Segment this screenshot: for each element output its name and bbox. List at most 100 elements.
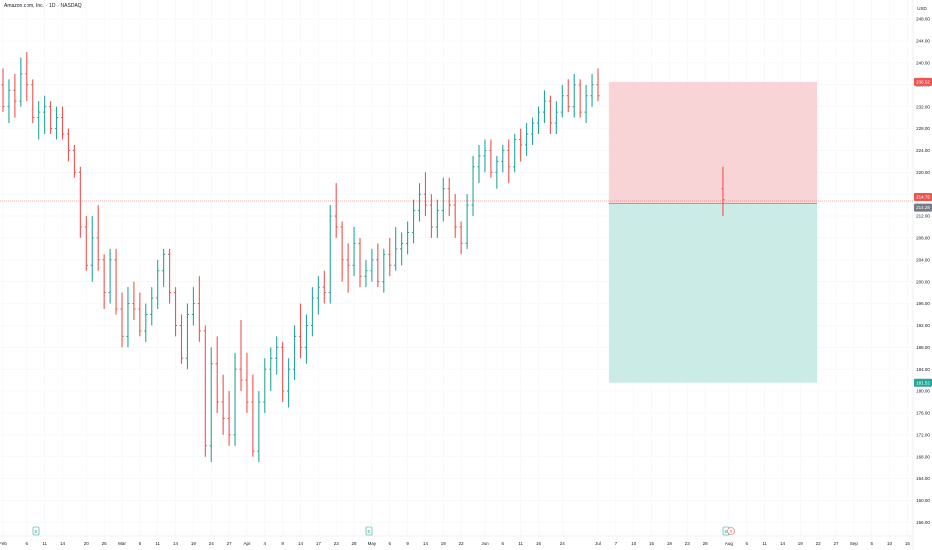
- ohlc-bar: [352, 226, 356, 277]
- symbol-legend: Amazon.com, Inc. · 1D · NASDAQ: [4, 3, 82, 9]
- earnings-icon[interactable]: E: [365, 526, 373, 536]
- ohlc-bar: [84, 216, 88, 271]
- price-tick-label: 248.00: [916, 17, 930, 22]
- price-tick-label: 168.00: [916, 454, 930, 459]
- ohlc-bar: [185, 303, 190, 370]
- ohlc-bar: [364, 259, 368, 288]
- price-tick-label: 180.00: [916, 389, 930, 394]
- time-tick-label: 15: [649, 541, 655, 546]
- target-price-badge: 181.52: [914, 378, 932, 387]
- time-tick-label: 11: [42, 541, 47, 546]
- price-tick-label: 240.00: [916, 60, 930, 65]
- ohlc-bar: [263, 358, 267, 413]
- price-tick-label: 164.00: [916, 476, 930, 481]
- time-tick-label: 24: [560, 541, 566, 546]
- ohlc-bar: [66, 128, 71, 162]
- ohlc-bar: [572, 73, 576, 118]
- stop-loss-zone[interactable]: [608, 81, 818, 204]
- ohlc-bar: [215, 336, 219, 413]
- ohlc-bar: [465, 194, 469, 249]
- ohlc-bar: [453, 194, 457, 238]
- time-tick-label: 6: [502, 541, 505, 546]
- ohlc-bar: [150, 287, 154, 326]
- symbol-interval: 1D: [49, 3, 56, 9]
- earnings-events: E E E S: [32, 526, 735, 536]
- ohlc-bar: [406, 221, 410, 255]
- earnings-icon[interactable]: E: [32, 526, 40, 536]
- ohlc-bar: [495, 155, 499, 189]
- ohlc-bar: [31, 79, 35, 124]
- price-tick-label: 204.00: [916, 257, 930, 262]
- ohlc-bar: [25, 51, 29, 102]
- ohlc-bar: [292, 325, 297, 381]
- time-tick-label: 25: [102, 541, 108, 546]
- time-tick-label: Sep: [850, 541, 859, 546]
- time-tick-label: 16: [536, 541, 542, 546]
- ohlc-bar: [233, 352, 237, 446]
- ohlc-bar: [197, 276, 201, 342]
- ohlc-bar: [221, 374, 225, 435]
- ohlc-bar: [388, 237, 392, 277]
- ohlc-bar: [7, 79, 11, 124]
- svg-text:E: E: [34, 529, 37, 534]
- ohlc-bar: [358, 237, 362, 288]
- ohlc-bar: [400, 232, 404, 266]
- time-tick-label: 23: [334, 541, 340, 546]
- time-tick-label: 20: [84, 541, 90, 546]
- entry-badge-background: [914, 203, 932, 212]
- ohlc-bar: [304, 314, 309, 364]
- price-tick-label: 188.00: [916, 345, 930, 350]
- price-tick-label: 224.00: [916, 148, 930, 153]
- symbol-exchange: NASDAQ: [60, 3, 82, 9]
- ohlc-bar: [209, 347, 213, 463]
- dividend-split-icon[interactable]: S: [727, 527, 735, 535]
- ohlc-bar: [459, 221, 463, 255]
- short-position-tool[interactable]: [608, 81, 818, 383]
- time-tick-label: 11: [762, 541, 767, 546]
- symbol-name: Amazon.com, Inc.: [4, 3, 45, 9]
- svg-text:S: S: [730, 529, 733, 534]
- price-tick-label: 244.00: [916, 39, 930, 44]
- ohlc-bar: [43, 95, 47, 134]
- ohlc-bar: [72, 144, 76, 178]
- ohlc-bar: [310, 287, 314, 337]
- price-tick-label: 160.00: [916, 498, 930, 503]
- ohlc-bar: [54, 106, 59, 140]
- take-profit-zone[interactable]: [608, 203, 818, 383]
- time-tick-label: 4: [264, 541, 267, 546]
- ohlc-bar: [78, 166, 82, 238]
- ohlc-bar: [203, 325, 207, 457]
- ohlc-bar: [19, 57, 23, 107]
- ohlc-bar: [60, 106, 65, 140]
- ohlc-bar: [275, 336, 279, 375]
- time-tick-label: 14: [298, 541, 304, 546]
- ohlc-bar: [227, 391, 231, 446]
- price-tick-label: 156.00: [916, 520, 930, 525]
- time-tick-label: 11: [155, 541, 160, 546]
- ohlc-bar: [370, 248, 374, 282]
- ohlc-bar: [548, 95, 552, 134]
- time-tick-label: 23: [685, 541, 691, 546]
- stop-price-badge: 236.52: [914, 77, 932, 86]
- ohlc-bar: [328, 205, 332, 304]
- ohlc-bar: [168, 248, 172, 304]
- entry-badge-value: 214.28: [916, 205, 930, 210]
- ohlc-bar: [281, 341, 285, 402]
- time-tick-label: 14: [173, 541, 179, 546]
- ohlc-bar: [126, 287, 130, 348]
- time-tick-label: 19: [441, 541, 447, 546]
- target-badge-value: 181.52: [916, 380, 930, 385]
- time-tick-label: 14: [780, 541, 786, 546]
- ohlc-bar: [489, 139, 493, 178]
- price-tick-label: 192.00: [916, 323, 930, 328]
- ohlc-bar: [590, 73, 594, 107]
- ohlc-bar: [721, 166, 725, 217]
- time-tick-label: Mar: [118, 541, 126, 546]
- time-tick-label: 17: [316, 541, 322, 546]
- time-tick-label: 19: [191, 541, 197, 546]
- ohlc-bar: [269, 347, 273, 392]
- ohlc-bar: [322, 270, 326, 304]
- time-tick-label: 18: [667, 541, 673, 546]
- ohlc-bar: [536, 106, 541, 134]
